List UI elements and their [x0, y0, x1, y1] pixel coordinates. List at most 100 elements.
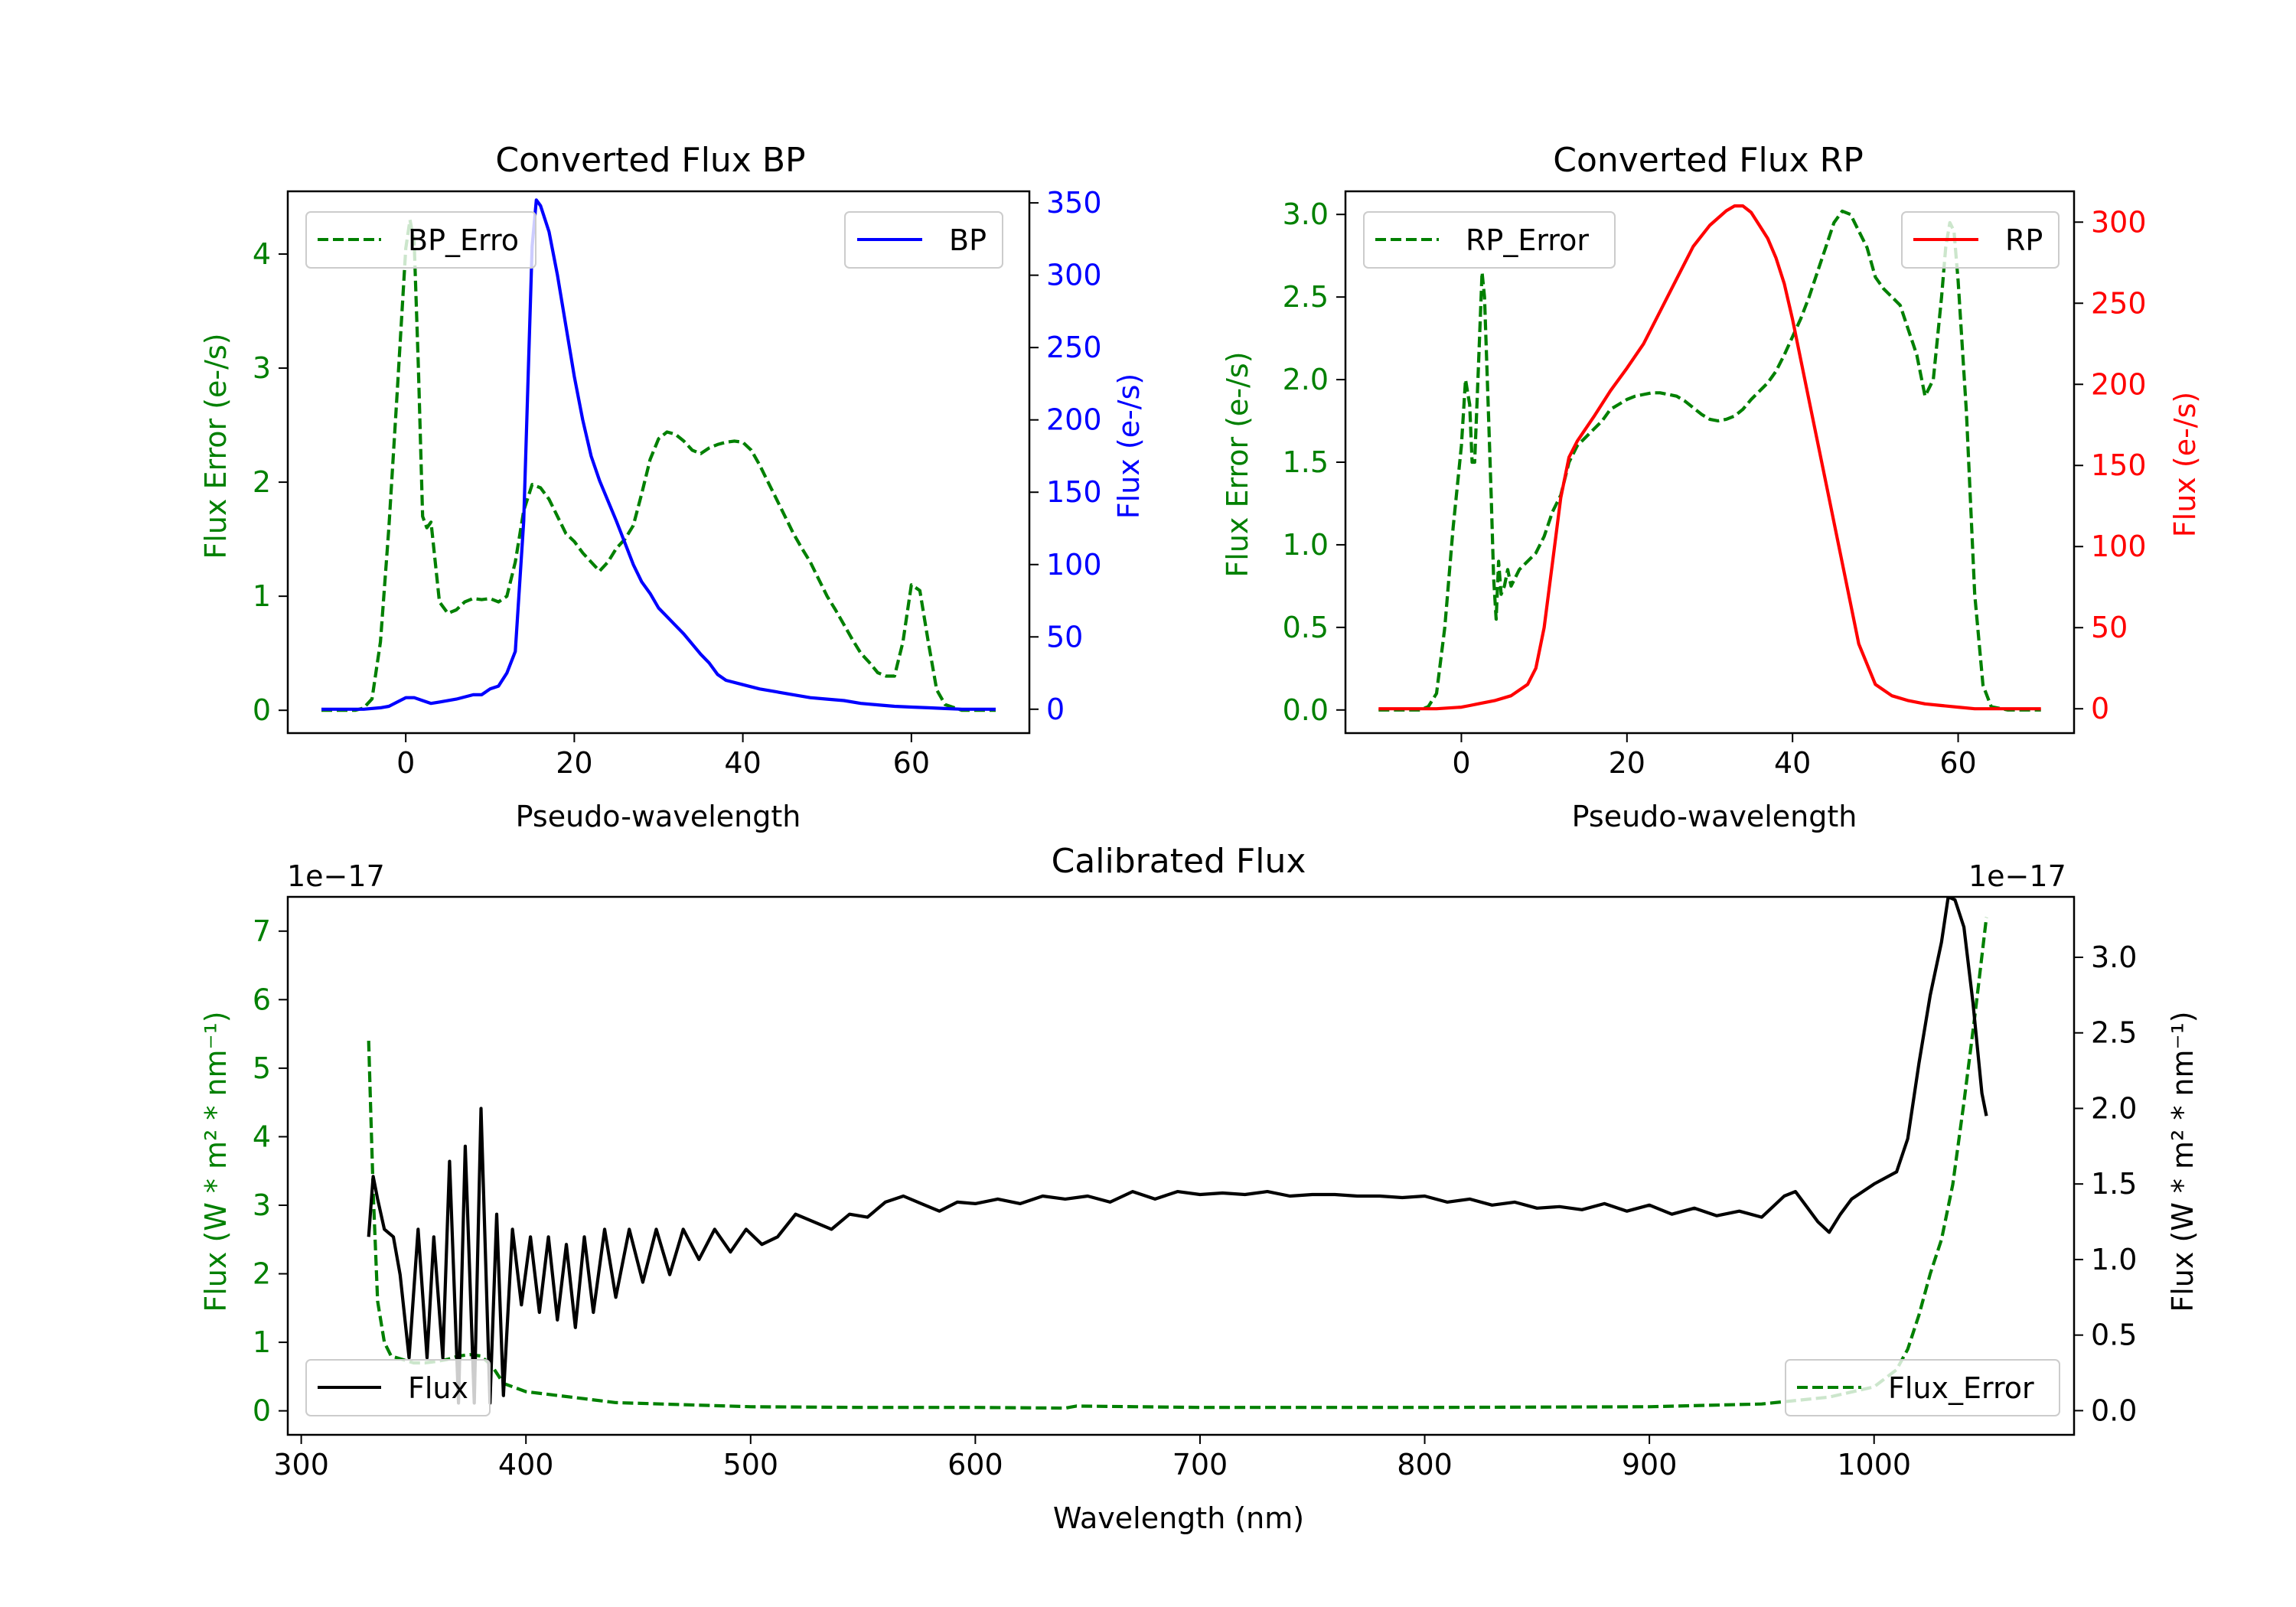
- calibrated-x-axis-label: Wavelength (nm): [1053, 1501, 1304, 1535]
- rp-y-right-tick-label: 50: [2091, 611, 2128, 644]
- bp-y-right-tick-label: 300: [1046, 259, 1102, 292]
- cal-y-left-tick-label: 6: [253, 983, 271, 1016]
- cal-y-left-tick-label: 7: [253, 914, 271, 948]
- bp-y-left-tick-label: 2: [253, 465, 271, 499]
- bp-legend-right-box: [844, 211, 1003, 269]
- rp-y-right-tick-label: 150: [2091, 448, 2147, 482]
- bp-x-tick-label: 20: [556, 746, 592, 780]
- cal-y-left-tick-label: 1: [253, 1325, 271, 1359]
- calibrated-y-axis-label-left: Flux (W * m² * nm⁻¹): [199, 1011, 233, 1312]
- rp-legend-right: RP: [1901, 211, 2060, 269]
- cal-x-tick-label: 500: [723, 1448, 779, 1482]
- chart-rp: Converted Flux RP Pseudo-wavelength Flux…: [1221, 141, 2202, 833]
- bp-x-tick-label: 60: [893, 746, 930, 780]
- cal-y-right-tick-label: 2.0: [2091, 1091, 2137, 1125]
- bp-y-right-tick-label: 200: [1046, 403, 1102, 437]
- rp-legend-left-box: [1363, 211, 1616, 269]
- rp-y-left-tick-label: 1.0: [1283, 528, 1329, 562]
- calibrated-offset-right: 1e−17: [1968, 859, 2066, 893]
- chart-bp: Converted Flux BP Pseudo-wavelength Flux…: [199, 141, 1146, 833]
- rp-x-tick-label: 0: [1452, 746, 1470, 780]
- bp-legend-left-box: [305, 211, 536, 269]
- rp-x-tick-label: 40: [1774, 746, 1811, 780]
- cal-x-tick-label: 700: [1172, 1448, 1228, 1482]
- rp-y-left-tick-label: 2.5: [1283, 280, 1329, 314]
- rp-y-right-tick-label: 0: [2091, 692, 2109, 725]
- bp-y-left-tick-label: 3: [253, 351, 271, 385]
- cal-axes-frame: [286, 895, 2076, 1436]
- rp-y-left-tick-label: 3.0: [1283, 197, 1329, 231]
- rp-series-rp-error: [1378, 209, 2041, 712]
- bp-y-axis-label-left: Flux Error (e-/s): [199, 333, 233, 559]
- calibrated-legend-left: Flux: [305, 1359, 491, 1416]
- bp-y-right-tick-label: 250: [1046, 331, 1102, 364]
- cal-x-tick-label: 600: [947, 1448, 1003, 1482]
- calibrated-legend-right-label: Flux_Error: [1888, 1371, 2034, 1405]
- bp-x-tick-label: 40: [724, 746, 761, 780]
- calibrated-y-axis-label-right: Flux (W * m² * nm⁻¹): [2166, 1011, 2200, 1312]
- bp-series-bp-error: [321, 218, 996, 712]
- cal-y-left-tick-label: 5: [253, 1051, 271, 1085]
- cal-y-right-tick-label: 1.5: [2091, 1167, 2137, 1201]
- rp-y-right-tick-label: 300: [2091, 205, 2147, 239]
- bp-legend-right: BP: [844, 211, 1003, 269]
- cal-x-tick-label: 1000: [1837, 1448, 1911, 1482]
- calibrated-title: Calibrated Flux: [1052, 842, 1306, 881]
- rp-y-left-tick-label: 2.0: [1283, 363, 1329, 396]
- rp-legend-right-label: RP: [2005, 223, 2043, 257]
- bp-y-right-tick-label: 50: [1046, 620, 1083, 654]
- bp-x-axis-label: Pseudo-wavelength: [516, 800, 801, 833]
- cal-y-left-tick-label: 2: [253, 1257, 271, 1291]
- bp-y-left-tick-label: 4: [253, 237, 271, 271]
- cal-y-left-tick-label: 3: [253, 1188, 271, 1222]
- rp-legend-left-label: RP_Error: [1466, 223, 1589, 257]
- rp-y-right-tick-label: 100: [2091, 530, 2147, 563]
- bp-y-axis-label-right: Flux (e-/s): [1112, 373, 1146, 519]
- rp-y-axis-label-left: Flux Error (e-/s): [1221, 351, 1254, 577]
- calibrated-legend-left-label: Flux: [408, 1371, 468, 1405]
- rp-y-right-tick-label: 200: [2091, 367, 2147, 401]
- cal-x-tick-label: 300: [273, 1448, 329, 1482]
- cal-y-right-tick-label: 3.0: [2091, 940, 2137, 974]
- rp-y-left-tick-label: 0.5: [1283, 611, 1329, 644]
- bp-y-right-tick-label: 100: [1046, 548, 1102, 582]
- rp-x-axis-label: Pseudo-wavelength: [1572, 800, 1857, 833]
- cal-y-right-tick-label: 2.5: [2091, 1016, 2137, 1050]
- bp-legend-right-label: BP: [949, 223, 987, 257]
- bp-legend-left: BP_Erro: [305, 211, 536, 269]
- cal-series-flux: [367, 897, 1988, 1405]
- cal-y-right-tick-label: 1.0: [2091, 1243, 2137, 1276]
- calibrated-plot-area: [367, 897, 1988, 1410]
- cal-y-left-tick-label: 4: [253, 1120, 271, 1153]
- rp-y-left-tick-label: 1.5: [1283, 445, 1329, 479]
- bp-y-left-tick-label: 0: [253, 693, 271, 727]
- bp-y-right-tick-label: 350: [1046, 186, 1102, 220]
- calibrated-legend-right: Flux_Error: [1785, 1359, 2060, 1416]
- calibrated-legend-right-box: [1785, 1359, 2060, 1416]
- rp-y-axis-label-right: Flux (e-/s): [2168, 392, 2202, 537]
- bp-series-bp: [321, 198, 996, 711]
- cal-x-tick-label: 400: [498, 1448, 554, 1482]
- cal-x-tick-label: 800: [1397, 1448, 1453, 1482]
- calibrated-offset-left: 1e−17: [287, 859, 385, 893]
- rp-title: Converted Flux RP: [1553, 141, 1864, 180]
- bp-plot-area: [321, 198, 996, 712]
- cal-y-right-tick-label: 0.0: [2091, 1393, 2137, 1427]
- calibrated-legend-left-box: [305, 1359, 491, 1416]
- bp-y-right-tick-label: 150: [1046, 475, 1102, 509]
- rp-x-tick-label: 20: [1609, 746, 1645, 780]
- bp-title: Converted Flux BP: [495, 141, 805, 180]
- rp-x-tick-label: 60: [1939, 746, 1976, 780]
- cal-y-left-tick-label: 0: [253, 1394, 271, 1428]
- chart-calibrated: Calibrated Flux 1e−17 1e−17 Wavelength (…: [199, 842, 2200, 1535]
- rp-y-left-tick-label: 0.0: [1283, 693, 1329, 727]
- bp-y-left-tick-label: 1: [253, 579, 271, 613]
- cal-y-right-tick-label: 0.5: [2091, 1319, 2137, 1352]
- rp-legend-right-box: [1901, 211, 2060, 269]
- bp-y-right-tick-label: 0: [1046, 693, 1065, 726]
- bp-x-tick-label: 0: [396, 746, 415, 780]
- bp-legend-left-label: BP_Erro: [408, 223, 519, 257]
- rp-y-right-tick-label: 250: [2091, 286, 2147, 320]
